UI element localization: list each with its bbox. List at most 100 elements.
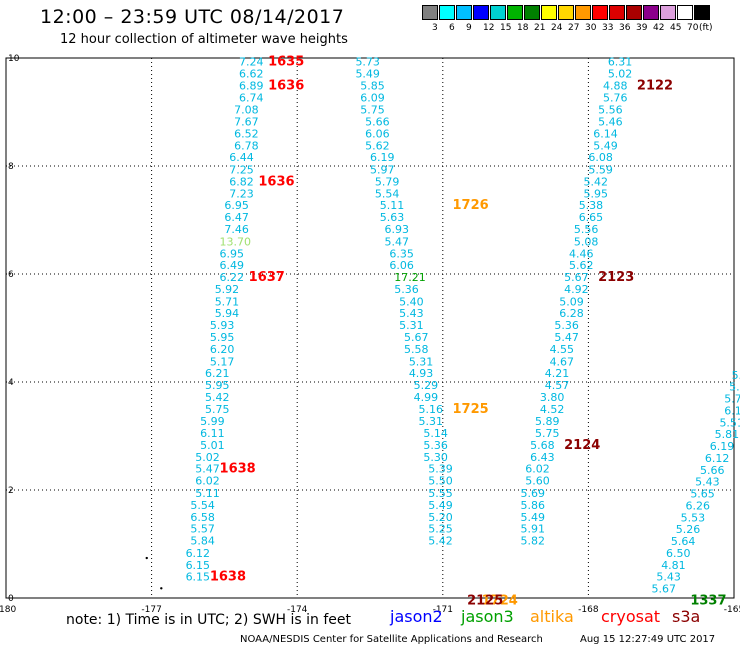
wave-height-value: 5.62 xyxy=(365,139,390,152)
legend-unit: (ft) xyxy=(699,23,713,33)
wave-height-value: 5.58 xyxy=(404,343,429,356)
legend-label: 30 xyxy=(585,23,597,33)
wave-height-value: 5.84 xyxy=(190,535,215,548)
wave-height-value: 5.20 xyxy=(428,511,453,524)
legend-swatch xyxy=(422,5,438,20)
time-label: 1724 xyxy=(482,593,518,608)
wave-height-value: 6.31 xyxy=(608,56,633,69)
wave-height-value: 6.35 xyxy=(389,247,414,260)
satellite-altika: altika xyxy=(530,607,574,626)
wave-height-value: 6.14 xyxy=(593,127,618,140)
wave-height-value: 5.42 xyxy=(584,175,609,188)
wave-height-value: 6.08 xyxy=(588,151,613,164)
time-label: 1636 xyxy=(268,78,304,93)
legend-swatch xyxy=(524,5,540,20)
wave-height-value: 5.85 xyxy=(360,79,385,92)
wave-height-value: 5.16 xyxy=(419,403,444,416)
wave-height-value: 6.15 xyxy=(186,571,211,584)
wave-height-value: 6.43 xyxy=(530,451,555,464)
units-note: note: 1) Time is in UTC; 2) SWH is in fe… xyxy=(66,612,352,628)
wave-height-value: 5.89 xyxy=(535,415,560,428)
wave-height-value: 6.82 xyxy=(229,175,254,188)
time-label: 1726 xyxy=(453,198,489,213)
wave-height-value: 5.62 xyxy=(569,259,594,272)
wave-height-value: 5.08 xyxy=(574,235,599,248)
wave-height-value: 5.31 xyxy=(409,355,434,368)
wave-height-value: 5.38 xyxy=(579,199,604,212)
wave-height-value: 5. xyxy=(732,369,740,382)
legend-swatch xyxy=(677,5,693,20)
time-label: 1638 xyxy=(210,570,246,585)
legend-swatch xyxy=(592,5,608,20)
legend-swatch xyxy=(473,5,489,20)
wave-height-value: 7.46 xyxy=(224,223,249,236)
wave-height-value: 6.19 xyxy=(370,151,395,164)
time-label: 2122 xyxy=(637,78,673,93)
wave-height-value: 5.99 xyxy=(200,415,225,428)
legend-label: 24 xyxy=(551,23,563,33)
legend-swatch xyxy=(660,5,676,20)
y-tick-label: 0 xyxy=(8,594,14,604)
wave-height-value: 6.49 xyxy=(220,259,245,272)
wave-height-value: 7.08 xyxy=(234,104,259,117)
wave-height-value: 5.49 xyxy=(593,139,618,152)
wave-height-value: 6.62 xyxy=(239,67,264,80)
wave-height-value: 4.88 xyxy=(603,79,628,92)
wave-height-value: 5.47 xyxy=(554,331,579,344)
time-label: 2125 xyxy=(467,593,503,608)
wave-height-value: 5.02 xyxy=(608,67,633,80)
wave-height-value: 5.31 xyxy=(419,415,444,428)
wave-height-value: 6.95 xyxy=(220,247,245,260)
wave-height-value: 5.91 xyxy=(520,523,545,536)
wave-height-value: 6.06 xyxy=(389,259,414,272)
wave-height-value: 5.36 xyxy=(554,319,579,332)
wave-height-value: 5.93 xyxy=(210,319,235,332)
wave-height-value: 5. xyxy=(729,381,740,394)
wave-height-value: 5.40 xyxy=(399,295,424,308)
wave-height-value: 6.93 xyxy=(385,223,410,236)
x-tick-label: -171 xyxy=(433,605,453,615)
wave-height-value: 5.65 xyxy=(690,488,715,501)
wave-height-value: 6.28 xyxy=(559,307,584,320)
wave-height-value: 5.69 xyxy=(520,487,545,500)
wave-height-value: 6.78 xyxy=(234,139,259,152)
wave-height-value: 6.02 xyxy=(195,475,220,488)
legend-swatch xyxy=(643,5,659,20)
wave-height-value: 4.67 xyxy=(550,355,575,368)
legend-swatch xyxy=(456,5,472,20)
wave-height-value: 5.59 xyxy=(588,164,613,177)
wave-height-value: 6.09 xyxy=(360,92,385,105)
wave-height-value: 5.54 xyxy=(375,187,400,200)
legend-label: 3 xyxy=(432,23,438,33)
wave-height-value: 6.02 xyxy=(525,463,550,476)
legend-label: 36 xyxy=(619,23,631,33)
wave-height-value: 4.93 xyxy=(409,367,434,380)
x-tick-label: -174 xyxy=(287,605,308,615)
wave-height-value: 5.29 xyxy=(414,379,439,392)
legend-label: 21 xyxy=(534,23,546,33)
footer-credit: NOAA/NESDIS Center for Satellite Applica… xyxy=(240,634,543,645)
wave-height-value: 6.89 xyxy=(239,79,264,92)
time-label: 1636 xyxy=(258,174,294,189)
wave-height-value: 5.46 xyxy=(598,116,623,129)
time-label: 1635 xyxy=(268,55,304,70)
satellite-s3a: s3a xyxy=(672,607,701,626)
wave-height-value: 4.46 xyxy=(569,247,594,260)
wave-height-value: 5.86 xyxy=(520,499,545,512)
wave-height-value: 5.79 xyxy=(375,175,400,188)
wave-height-value: 5.71 xyxy=(215,295,240,308)
time-label: 2124 xyxy=(564,438,600,453)
plot-frame xyxy=(5,57,735,599)
wave-height-value: 7.23 xyxy=(229,187,254,200)
wave-height-value: 5.49 xyxy=(428,499,453,512)
legend-label: 33 xyxy=(602,23,614,33)
wave-height-value: 5.36 xyxy=(423,439,448,452)
x-tick-label: -168 xyxy=(578,605,599,615)
legend-label: 27 xyxy=(568,23,580,33)
wave-height-value: 5.42 xyxy=(205,391,230,404)
wave-height-value: 5.09 xyxy=(559,295,584,308)
time-label: 1725 xyxy=(453,402,489,417)
wave-height-value: 5.47 xyxy=(195,463,220,476)
wave-height-value: 5.42 xyxy=(428,535,453,548)
satellite-jason3: jason3 xyxy=(461,607,514,626)
